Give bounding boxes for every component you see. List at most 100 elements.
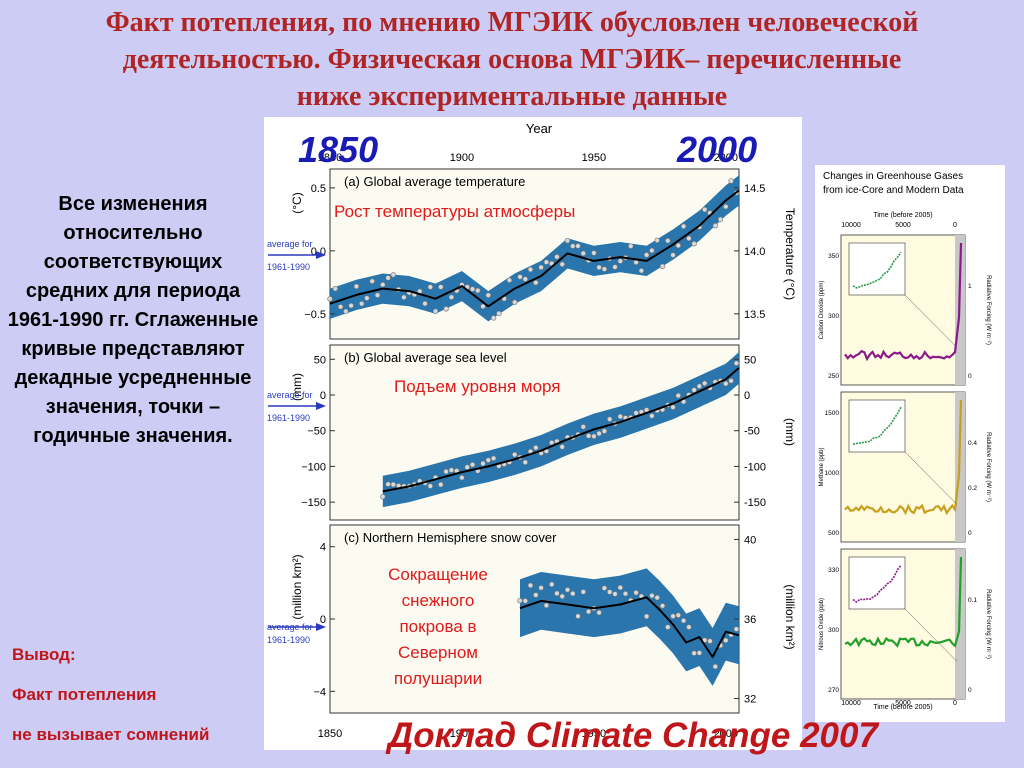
- panel-b-average-marker: average for 1961-1990: [267, 390, 326, 423]
- annual-point: [490, 455, 497, 461]
- annual-point: [485, 457, 492, 463]
- right-tick-label: 36: [744, 614, 756, 626]
- annual-point: [364, 295, 370, 301]
- right-tick-label: 50: [744, 354, 756, 366]
- annual-point: [570, 243, 576, 249]
- annual-point: [633, 590, 639, 596]
- annual-point: [601, 266, 608, 272]
- ghg-y-tick: 300: [828, 627, 839, 634]
- annual-point: [670, 404, 676, 410]
- panel-b-average-label-2: 1961-1990: [267, 413, 310, 423]
- ghg-top-tick: 0: [953, 222, 957, 229]
- panel-a-title: (a) Global average temperature: [344, 174, 525, 189]
- annual-point: [723, 637, 729, 644]
- annual-point: [506, 277, 513, 283]
- annual-point: [564, 587, 571, 593]
- slide-title: Факт потепления, по мнению МГЭИК обуслов…: [0, 4, 1024, 115]
- annual-point: [559, 444, 565, 450]
- ghg-right-tick: 0.1: [968, 597, 977, 604]
- right-tick-label: 40: [744, 534, 756, 546]
- annual-point: [607, 416, 613, 422]
- ghg-long-record: [844, 242, 963, 362]
- annual-point: [533, 280, 539, 286]
- bottom-tick-label: 1850: [318, 728, 342, 740]
- annual-point: [585, 608, 592, 615]
- annual-point: [380, 494, 386, 500]
- annual-point: [543, 602, 550, 609]
- snow-label-line-1: Сокращение: [388, 565, 488, 584]
- annual-point: [723, 380, 729, 387]
- annual-point: [538, 585, 544, 591]
- annual-point: [707, 638, 713, 644]
- annual-point: [554, 590, 560, 597]
- annual-point: [607, 589, 613, 595]
- title-line-2: деятельностью. Физическая основа МГЭИК– …: [122, 44, 902, 75]
- annual-point: [691, 240, 697, 247]
- annual-point: [691, 387, 697, 393]
- year-overlay-1850: 1850: [298, 129, 379, 170]
- ghg-panel-1: 350 300 250 1 0 Carbon Dioxide (ppm) Radiative…: [819, 234, 991, 386]
- top-tick-label: 1950: [582, 152, 606, 164]
- annual-point: [464, 464, 470, 470]
- ghg-panel-2: 1500 1000 500 0.4 0.2 0 Methane (ppb) Radiative…: [819, 391, 991, 543]
- panel-a-average-label-2: 1961-1990: [267, 262, 310, 272]
- annual-point: [670, 613, 676, 619]
- left-tick-label: 50: [314, 354, 326, 366]
- annual-point: [327, 296, 333, 302]
- annual-point: [728, 378, 734, 384]
- annual-point: [443, 306, 449, 312]
- annual-point: [596, 264, 602, 271]
- annual-point: [675, 242, 681, 249]
- annual-point: [533, 592, 539, 598]
- annual-point: [649, 592, 655, 599]
- ghg-ylabel: Carbon Dioxide (ppm): [819, 281, 825, 340]
- panel-c-left-unit: (million km²): [290, 554, 304, 619]
- ghg-y-tick: 250: [828, 373, 839, 380]
- panel-c-average-label-2: 1961-1990: [267, 635, 310, 645]
- annual-point: [575, 243, 581, 249]
- left-tick-label: −0.5: [304, 309, 326, 321]
- ghg-y-tick: 330: [828, 567, 839, 574]
- decadal-curve: [329, 189, 740, 308]
- annual-point: [638, 268, 645, 274]
- ghg-inset: [848, 556, 906, 610]
- ipcc-observed-changes-chart: Year 1850 1900 1950 2000 1850 1900 1950 2000 0…: [264, 117, 802, 750]
- annual-point: [596, 430, 602, 437]
- annual-point: [533, 445, 539, 451]
- panel-b-left-unit: (mm): [290, 373, 304, 401]
- panel-a-arrow-icon: [316, 251, 326, 259]
- ghg-long-record: [844, 556, 963, 648]
- annual-point: [670, 252, 676, 258]
- ghg-inset: [848, 242, 906, 296]
- annual-point: [380, 282, 386, 288]
- annual-point: [512, 451, 518, 458]
- decadal-curve: [519, 596, 740, 658]
- bottom-tick-label: 1950: [582, 728, 606, 740]
- uncertainty-band: [330, 175, 739, 322]
- annual-point: [432, 308, 439, 314]
- annual-point: [374, 292, 381, 298]
- annual-point: [538, 264, 544, 271]
- ghg-bottom-tick: 5000: [895, 700, 911, 707]
- annual-point: [712, 663, 718, 670]
- ghg-title-line-1: Changes in Greenhouse Gases: [823, 171, 963, 182]
- ghg-inset-pointer: [904, 294, 958, 348]
- snow-label-line-2: снежного: [402, 591, 475, 610]
- left-description: Все изменения относительно соответствующ…: [7, 193, 259, 447]
- annual-point: [527, 582, 534, 589]
- annual-point: [580, 424, 586, 430]
- annual-point: [665, 624, 671, 630]
- panel-b-arrow-icon: [316, 402, 326, 410]
- annual-point: [617, 584, 623, 591]
- annual-point: [522, 598, 528, 604]
- annual-point: [596, 609, 602, 616]
- annual-point: [580, 250, 586, 257]
- annual-point: [601, 585, 608, 591]
- annual-point: [554, 254, 560, 260]
- bottom-tick-label: 1900: [450, 728, 474, 740]
- annual-point: [675, 392, 681, 399]
- ghg-long-record: [844, 399, 963, 516]
- panel-b-data: 50 0 −50 −100 −150 50 0 -50 -100 -150: [301, 352, 766, 509]
- annual-point: [580, 589, 586, 595]
